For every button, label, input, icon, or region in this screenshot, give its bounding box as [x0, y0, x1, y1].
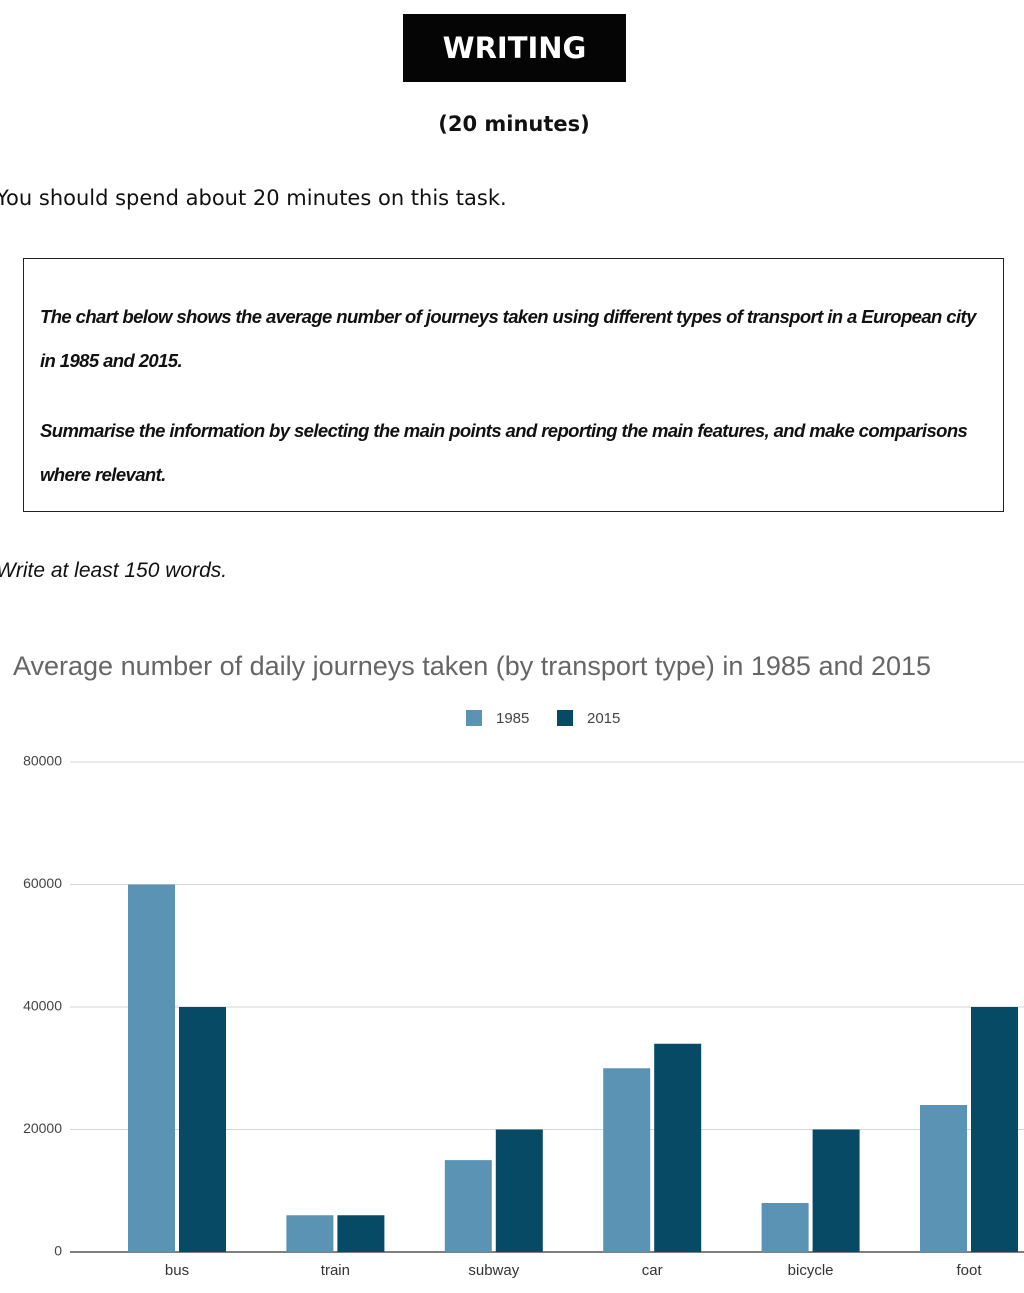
task-text: The chart below shows the average number… [40, 306, 976, 371]
bar [286, 1215, 334, 1252]
bar [603, 1068, 651, 1252]
legend-swatch [466, 710, 482, 726]
legend-swatch [557, 710, 573, 726]
bar [495, 1129, 543, 1252]
y-tick-label: 20000 [23, 1120, 62, 1136]
task-box: The chart below shows the average number… [23, 258, 1004, 512]
x-tick-label: subway [468, 1262, 519, 1279]
x-tick-label: train [321, 1262, 350, 1279]
x-tick-label: foot [956, 1262, 982, 1279]
duration: (20 minutes) [438, 112, 590, 136]
task-text: Summarise the information by selecting t… [40, 420, 968, 485]
y-tick-label: 40000 [23, 998, 62, 1014]
chart: Average number of daily journeys taken (… [13, 651, 1024, 1279]
y-tick-label: 0 [54, 1243, 62, 1259]
bar [920, 1105, 967, 1252]
chart-title: Average number of daily journeys taken (… [13, 651, 931, 681]
x-tick-label: car [642, 1262, 663, 1279]
y-tick-label: 80000 [23, 753, 62, 769]
bar [128, 884, 175, 1252]
x-tick-label: bus [165, 1262, 189, 1279]
bar [812, 1129, 860, 1252]
header-title: WRITING [403, 14, 626, 82]
legend-label: 1985 [496, 710, 529, 727]
bar [761, 1203, 809, 1252]
time-instruction: You should spend about 20 minutes on thi… [0, 186, 507, 210]
y-tick-label: 60000 [23, 875, 62, 891]
bar [444, 1160, 492, 1252]
word-count: Write at least 150 words. [0, 559, 228, 582]
bar [337, 1215, 385, 1252]
legend-label: 2015 [587, 710, 620, 727]
bar [654, 1043, 702, 1252]
x-tick-label: bicycle [788, 1262, 834, 1279]
bar [971, 1007, 1018, 1252]
bar [179, 1007, 226, 1252]
